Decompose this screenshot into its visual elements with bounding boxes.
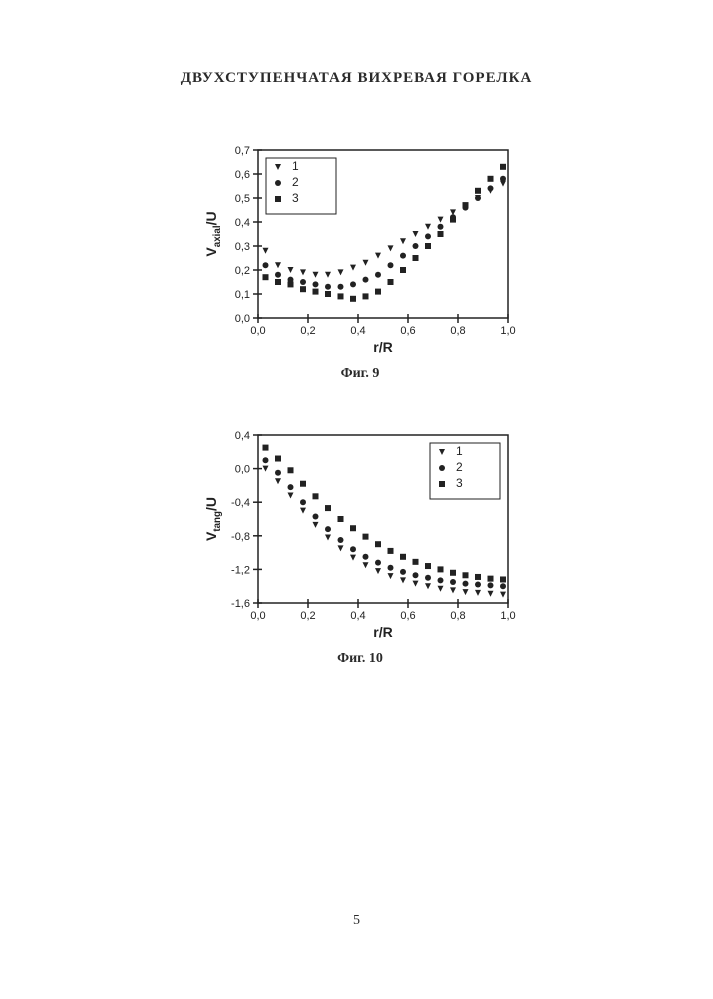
svg-text:0,3: 0,3 (235, 241, 250, 253)
svg-text:0,0: 0,0 (250, 610, 265, 622)
figure-10: 0,0 0,2 0,4 0,6 0,8 1,0 -1,6 -1,2 -0,8 -0,4 0,0 0,4… (200, 425, 520, 667)
figure-9-caption: Фиг. 9 (200, 366, 520, 382)
svg-text:0,0: 0,0 (250, 325, 265, 337)
svg-text:0,4: 0,4 (350, 610, 365, 622)
svg-text:0,2: 0,2 (235, 265, 250, 277)
svg-text:0,2: 0,2 (300, 610, 315, 622)
svg-text:0,4: 0,4 (350, 325, 365, 337)
svg-text:2: 2 (292, 175, 299, 189)
page-number: 5 (0, 913, 713, 929)
svg-text:1,0: 1,0 (500, 610, 515, 622)
chart-axial: 0,0 0,2 0,4 0,6 0,8 1,0 0,0 0,1 0,2 0,3 0,4 0,5 0,6 0… (200, 140, 520, 360)
chart-tangential: 0,0 0,2 0,4 0,6 0,8 1,0 -1,6 -1,2 -0,8 -0,4 0,0 0,4… (200, 425, 520, 645)
figure-10-caption: Фиг. 10 (200, 651, 520, 667)
svg-text:0,8: 0,8 (450, 325, 465, 337)
svg-text:0,6: 0,6 (400, 325, 415, 337)
svg-text:Vaxial/U: Vaxial/U (203, 211, 223, 256)
svg-text:0,4: 0,4 (235, 217, 250, 229)
svg-text:3: 3 (292, 191, 299, 205)
page: ДВУХСТУПЕНЧАТАЯ ВИХРЕВАЯ ГОРЕЛКА 0,00,20… (0, 0, 713, 999)
svg-text:0,4: 0,4 (235, 430, 250, 442)
page-title: ДВУХСТУПЕНЧАТАЯ ВИХРЕВАЯ ГОРЕЛКА (0, 70, 713, 87)
svg-text:1,0: 1,0 (500, 325, 515, 337)
svg-text:2: 2 (456, 460, 463, 474)
figure-9: 0,0 0,2 0,4 0,6 0,8 1,0 0,0 0,1 0,2 0,3 0,4 0,5 0,6 0… (200, 140, 520, 382)
svg-text:0,8: 0,8 (450, 610, 465, 622)
svg-text:0,5: 0,5 (235, 193, 250, 205)
svg-text:-0,8: -0,8 (231, 531, 250, 543)
svg-text:r/R: r/R (373, 624, 392, 640)
svg-text:1: 1 (292, 159, 299, 173)
svg-text:0,6: 0,6 (235, 169, 250, 181)
svg-text:3: 3 (456, 476, 463, 490)
svg-text:0,7: 0,7 (235, 145, 250, 157)
svg-text:-1,2: -1,2 (231, 564, 250, 576)
svg-text:0,2: 0,2 (300, 325, 315, 337)
svg-text:0,0: 0,0 (235, 464, 250, 476)
svg-text:Vtang/U: Vtang/U (203, 497, 223, 541)
svg-text:-1,6: -1,6 (231, 598, 250, 610)
svg-text:0,0: 0,0 (235, 313, 250, 325)
svg-text:-0,4: -0,4 (231, 497, 250, 509)
svg-text:1: 1 (456, 444, 463, 458)
svg-text:0,1: 0,1 (235, 289, 250, 301)
svg-text:0,6: 0,6 (400, 610, 415, 622)
svg-text:r/R: r/R (373, 339, 392, 355)
